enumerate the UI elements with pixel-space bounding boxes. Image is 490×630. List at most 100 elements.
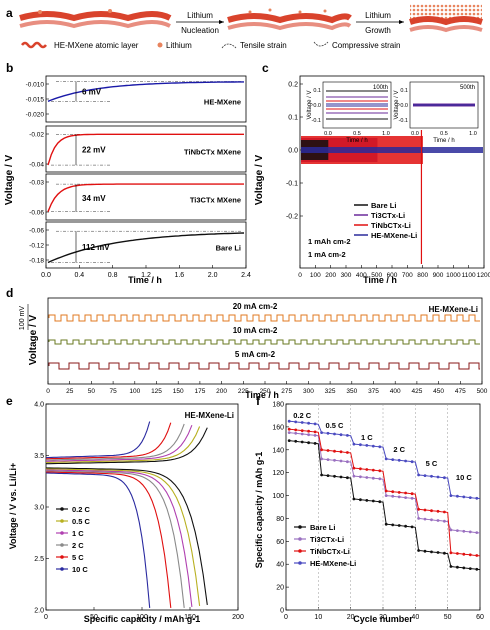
panel-d-rate-1: 10 mA cm-2 — [233, 326, 278, 335]
panel-c-legend-text-2: TiNbCTx-Li — [371, 221, 411, 230]
panel-e-legend-text-3: 2 C — [72, 541, 84, 550]
panel-e-charge-1 — [45, 426, 201, 464]
panel-c-band-3 — [301, 147, 483, 153]
panel-f-xtick-label: 20 — [347, 614, 355, 621]
panel-f-point — [326, 449, 330, 452]
panel-c-inset-ytick: 0.0 — [400, 103, 408, 109]
panel-f-point — [468, 496, 472, 499]
panel-f-point — [430, 509, 433, 513]
panel-c-legend-text-0: Bare Li — [371, 201, 396, 210]
panel-f-xtick-label: 30 — [379, 614, 387, 621]
panel-e-legend-text-0: 0.2 C — [72, 505, 91, 514]
panel-f-point — [449, 528, 453, 532]
panel-e-ytick-label: 3.5 — [34, 453, 44, 460]
panel-b-ytick-label: -0.015 — [26, 97, 45, 104]
panel-f-series-2 — [289, 428, 481, 557]
panel-e-xtick-label: 0 — [44, 614, 48, 621]
panel-f-point — [287, 419, 291, 423]
panel-f-point — [326, 431, 330, 435]
panel-f-point — [333, 458, 336, 462]
panel-f-plot: 0 20 40 60 80 100 120 140 160 180 0 10 20 30 40 50 60 0.2… — [272, 402, 484, 622]
panel-f-point — [378, 477, 382, 481]
panel-f-point — [391, 490, 395, 494]
panel-f-point — [462, 495, 466, 499]
panel-f-point — [443, 519, 446, 523]
panel-f-point — [346, 476, 349, 480]
panel-f-point — [352, 474, 356, 478]
panel-f-point — [333, 474, 336, 478]
panel-e-charge-3 — [46, 423, 185, 461]
panel-f-ytick-label: 160 — [272, 424, 284, 431]
panel-c-inset-0 — [322, 81, 392, 129]
legend-hemxene-swatch — [21, 41, 47, 49]
panel-d-xtick-label: 225 — [238, 388, 249, 395]
panel-d-ylabel: Voltage / V — [28, 314, 39, 365]
panel-b-frame-1 — [45, 125, 247, 173]
panel-c-ytick-label: -0.1 — [286, 181, 298, 188]
panel-b-xlabel: Time / h — [128, 275, 162, 285]
panel-f-point — [456, 529, 459, 532]
panel-f-point — [313, 430, 317, 434]
panel-f-point — [352, 442, 356, 446]
panel-f-point — [410, 525, 414, 529]
panel-f-point — [397, 491, 401, 494]
panel-d-xtick-label: 100 — [129, 388, 140, 395]
panel-d-plot: 100 mV HE-MXene-Li 20 mA cm-2 10 mA cm-2 5 m… — [19, 297, 488, 395]
panel-f-point — [443, 476, 446, 480]
panel-f-point — [320, 448, 323, 452]
panel-b-curve-1 — [47, 133, 244, 166]
panel-f-point — [359, 467, 362, 471]
panel-f-ytick-label: 40 — [276, 562, 284, 569]
panel-c-inset-ytick: -0.1 — [399, 118, 408, 124]
panel-e-xtick-label: 200 — [232, 614, 244, 621]
panel-f-legend-text-3: HE-MXene-Li — [310, 559, 356, 568]
panel-a-step2b: Growth — [365, 26, 391, 35]
panel-c-xtick-label: 400 — [356, 272, 367, 279]
panel-b-xtick-label: 0.0 — [41, 272, 51, 279]
panel-d-trace-1 — [48, 339, 480, 345]
panel-e-ytick-label: 2.0 — [34, 608, 44, 615]
panel-d-xtick-label: 75 — [109, 388, 117, 395]
panel-c-ytick-label: 0.0 — [288, 148, 298, 155]
panel-b-label: b — [6, 61, 13, 75]
panel-f-point — [475, 496, 479, 500]
panel-b-curve-0 — [47, 81, 244, 102]
panel-c-inset-xtick: 0.0 — [411, 131, 419, 137]
panel-a-step1b: Nucleation — [181, 26, 219, 35]
panel-f-point — [384, 457, 388, 461]
panel-e-legend-text-5: 10 C — [72, 565, 88, 574]
panel-f-point — [410, 460, 414, 464]
panel-f-ylabel: Specific capacity / mAh g-1 — [254, 452, 264, 569]
panel-c-inset-ytick: -0.1 — [312, 118, 321, 124]
panel-f-point — [475, 554, 479, 557]
panel-e-charge-5 — [45, 421, 151, 459]
panel-f-point — [391, 458, 395, 461]
panel-f-point — [359, 498, 362, 502]
panel-f-point — [384, 489, 388, 493]
panel-f-point — [371, 499, 375, 503]
legend-hemxene-text: HE-MXene atomic layer — [54, 41, 139, 50]
panel-f-point — [320, 473, 323, 477]
panel-f-point — [462, 566, 466, 570]
panel-c-xtick-label: 200 — [325, 272, 336, 279]
panel-c-legend-text-3: HE-MXene-Li — [371, 231, 417, 240]
panel-d-xtick-label: 500 — [477, 388, 488, 395]
panel-c-cond1: 1 mAh cm-2 — [308, 237, 351, 246]
panel-b-name-2: Ti3CTx MXene — [190, 195, 241, 204]
panel-b-xtick-label: 1.6 — [174, 272, 184, 279]
panel-f-point — [333, 432, 336, 436]
panel-c-plot: 0.2 0.1 0.0 -0.1 -0.2 0 100 200 300 400 500 600 700 8… — [286, 75, 490, 279]
panel-f-point — [430, 474, 433, 478]
panel-d-xtick-label: 175 — [194, 388, 205, 395]
panel-f-ytick-label: 60 — [276, 539, 284, 546]
panel-f-point — [365, 499, 369, 502]
panel-f-point — [417, 507, 420, 511]
panel-d-xtick-label: 425 — [411, 388, 422, 395]
panel-e-xlabel: Specific capacity / mAh g-1 — [84, 614, 201, 624]
panel-c-cond2: 1 mA cm-2 — [308, 250, 346, 259]
panel-f-point — [352, 466, 356, 470]
panel-f-point — [423, 474, 427, 477]
panel-a-illustration-1 — [19, 9, 172, 29]
panel-f-point — [462, 529, 466, 533]
